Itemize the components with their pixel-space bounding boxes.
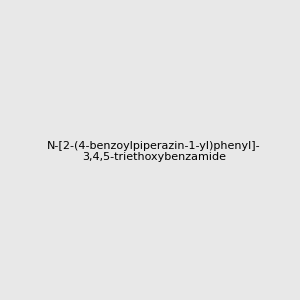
Text: N-[2-(4-benzoylpiperazin-1-yl)phenyl]-
3,4,5-triethoxybenzamide: N-[2-(4-benzoylpiperazin-1-yl)phenyl]- 3… — [47, 141, 261, 162]
